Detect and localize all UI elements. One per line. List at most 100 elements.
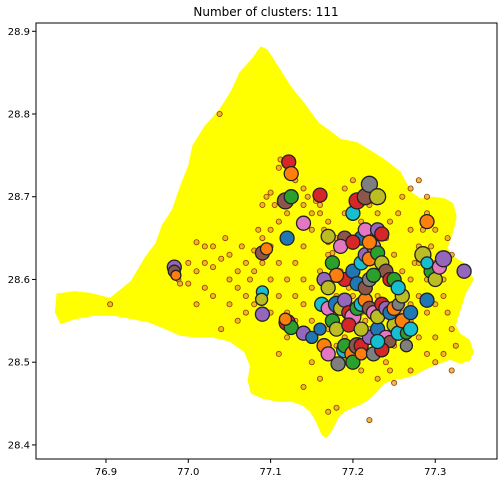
data-point-13 <box>242 259 249 266</box>
data-point-92 <box>193 301 200 308</box>
data-point-12 <box>238 243 245 250</box>
cluster-center-87 <box>354 347 368 361</box>
x-axis: 76.9 77.0 77.1 77.2 77.3 <box>95 459 446 478</box>
data-point-5 <box>193 268 200 275</box>
cluster-center-99 <box>434 250 453 268</box>
y-tick-label-4: 28.8 <box>8 110 30 121</box>
y-tick-label-1: 28.5 <box>8 358 30 369</box>
cluster-center-68 <box>390 280 406 296</box>
data-point-159 <box>444 235 451 242</box>
y-axis: 28.4 28.5 28.6 28.7 28.8 28.9 <box>8 27 36 451</box>
data-point-110 <box>407 367 414 374</box>
data-point-82 <box>275 350 282 357</box>
data-point-152 <box>267 276 274 283</box>
data-point-74 <box>341 185 348 192</box>
cluster-center-106 <box>313 322 327 336</box>
plot-area <box>54 46 474 439</box>
data-point-21 <box>275 164 282 171</box>
cluster-center-6 <box>283 189 299 205</box>
data-point-46 <box>386 367 393 374</box>
cluster-center-39 <box>402 304 419 321</box>
cluster-center-105 <box>365 267 382 283</box>
data-point-112 <box>448 367 455 374</box>
cluster-center-14 <box>254 306 271 322</box>
cluster-center-86 <box>345 354 361 370</box>
cluster-centers-layer <box>166 154 472 372</box>
cluster-center-100 <box>456 263 472 279</box>
cluster-center-91 <box>399 339 414 353</box>
data-point-20 <box>271 201 278 208</box>
data-point-128 <box>259 235 266 242</box>
data-point-91 <box>201 284 208 291</box>
data-point-16 <box>255 226 262 233</box>
data-point-109 <box>391 379 398 386</box>
data-point-88 <box>226 301 233 308</box>
data-point-102 <box>300 383 307 390</box>
data-point-155 <box>423 309 430 316</box>
data-point-148 <box>300 276 307 283</box>
data-point-87 <box>234 317 241 324</box>
data-point-123 <box>407 185 414 192</box>
chart-title: Number of clusters: 111 <box>193 5 338 19</box>
data-point-78 <box>308 284 315 291</box>
data-point-8 <box>218 255 225 262</box>
data-point-173 <box>267 226 274 233</box>
data-point-11 <box>234 284 241 291</box>
data-point-56 <box>428 243 435 250</box>
data-point-167 <box>316 201 323 208</box>
data-point-14 <box>246 276 253 283</box>
cluster-center-77 <box>360 175 379 193</box>
data-point-90 <box>209 292 216 299</box>
cluster-center-12 <box>259 242 274 256</box>
data-point-134 <box>201 259 208 266</box>
data-point-103 <box>308 359 315 366</box>
data-point-160 <box>432 226 439 233</box>
data-point-19 <box>267 189 274 196</box>
data-point-59 <box>440 292 447 299</box>
cluster-center-101 <box>420 256 434 270</box>
data-point-111 <box>440 350 447 357</box>
cluster-center-8 <box>295 215 312 231</box>
cluster-center-78 <box>368 188 387 206</box>
cluster-center-81 <box>345 234 361 250</box>
data-point-100 <box>333 404 340 411</box>
cluster-center-9 <box>320 228 336 245</box>
data-point-95 <box>292 259 299 266</box>
data-point-113 <box>432 334 439 341</box>
data-point-107 <box>358 367 365 374</box>
cluster-center-2 <box>170 269 182 281</box>
cluster-center-15 <box>254 292 269 306</box>
x-tick-label-4: 77.3 <box>424 467 446 478</box>
data-point-149 <box>292 292 299 299</box>
data-point-94 <box>284 276 291 283</box>
y-tick-label-3: 28.7 <box>8 192 30 203</box>
data-point-10 <box>226 276 233 283</box>
data-point-169 <box>300 201 307 208</box>
cluster-center-108 <box>320 346 336 362</box>
cluster-center-7 <box>312 187 328 203</box>
data-point-4 <box>185 259 192 266</box>
data-point-45 <box>382 359 389 366</box>
data-point-93 <box>185 280 192 287</box>
data-point-120 <box>374 210 381 217</box>
cluster-center-73 <box>374 226 390 242</box>
cluster-center-4 <box>283 165 299 182</box>
data-point-3 <box>177 280 184 287</box>
data-point-51 <box>407 276 414 283</box>
data-point-62 <box>452 342 459 349</box>
data-point-89 <box>218 326 225 333</box>
data-point-99 <box>325 408 332 415</box>
data-point-164 <box>349 177 356 184</box>
data-point-101 <box>366 417 373 424</box>
data-point-124 <box>395 210 402 217</box>
cluster-center-95 <box>419 213 435 230</box>
data-point-27 <box>304 193 311 200</box>
x-tick-label-2: 77.1 <box>259 467 281 478</box>
data-point-161 <box>423 193 430 200</box>
y-tick-label-2: 28.6 <box>8 275 30 286</box>
data-point-136 <box>308 317 315 324</box>
cluster-center-10 <box>279 230 295 246</box>
data-point-9 <box>222 235 229 242</box>
data-point-85 <box>251 301 258 308</box>
data-point-61 <box>448 326 455 333</box>
